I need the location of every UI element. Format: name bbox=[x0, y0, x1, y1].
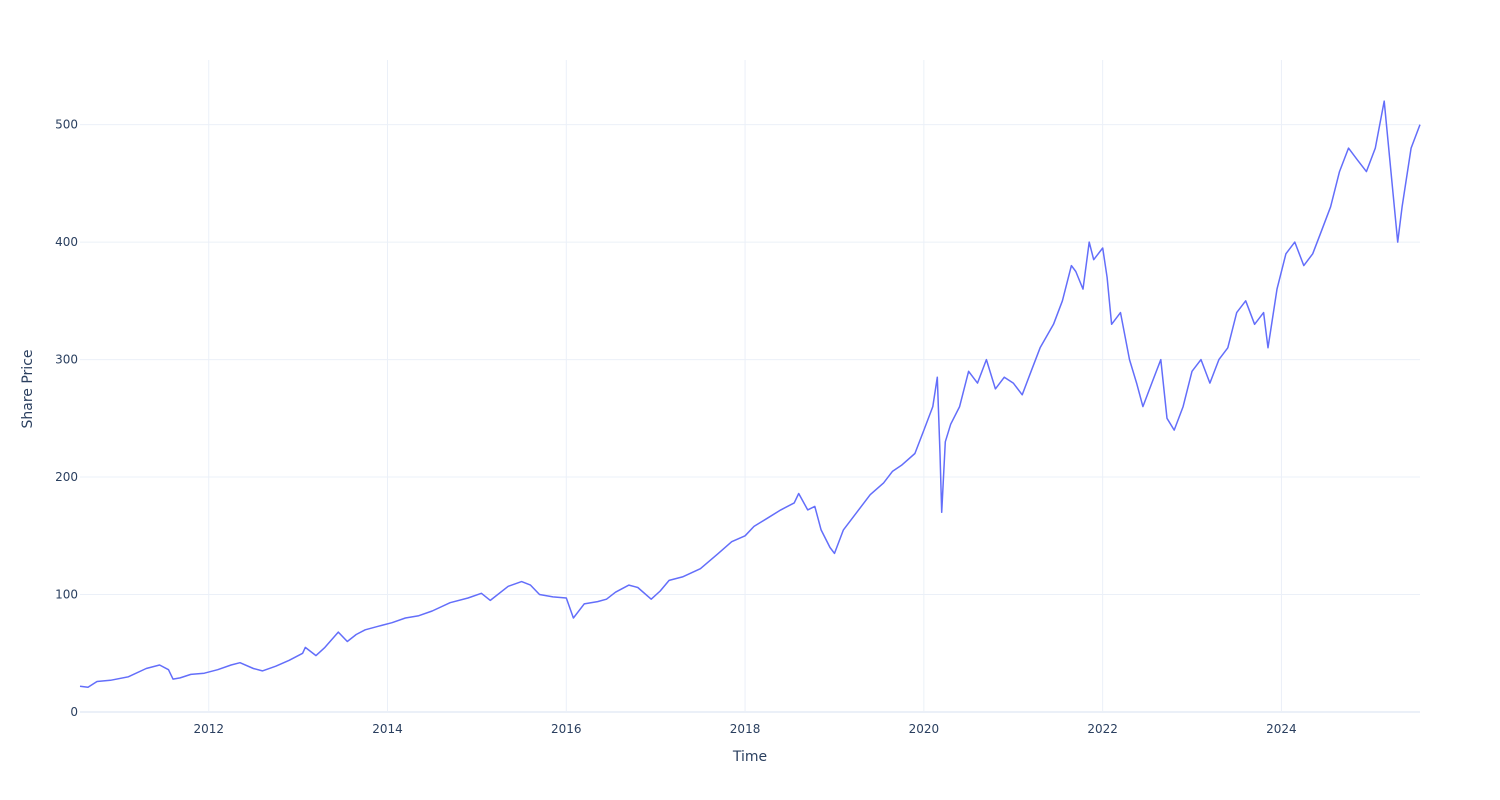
plot-background bbox=[80, 60, 1420, 712]
x-tick-label: 2016 bbox=[551, 722, 582, 736]
y-tick-label: 500 bbox=[55, 118, 78, 132]
x-tick-label: 2014 bbox=[372, 722, 403, 736]
x-tick-label: 2012 bbox=[193, 722, 224, 736]
y-tick-label: 0 bbox=[70, 705, 78, 719]
x-tick-label: 2024 bbox=[1266, 722, 1297, 736]
x-tick-label: 2018 bbox=[730, 722, 761, 736]
y-tick-label: 100 bbox=[55, 588, 78, 602]
y-tick-label: 200 bbox=[55, 470, 78, 484]
y-axis-title: Share Price bbox=[20, 349, 36, 428]
x-tick-label: 2020 bbox=[909, 722, 940, 736]
series-line bbox=[79, 100, 1421, 689]
series-layer bbox=[79, 100, 1421, 689]
tick-labels: 2012 2014 2016 2018 2020 2022 2024 0 100 200 300 40… bbox=[55, 118, 1297, 736]
y-tick-label: 400 bbox=[55, 235, 78, 249]
y-tick-label: 300 bbox=[55, 353, 78, 367]
x-tick-label: 2022 bbox=[1087, 722, 1118, 736]
x-axis-title: Time bbox=[732, 749, 767, 765]
grid-lines bbox=[80, 60, 1420, 713]
